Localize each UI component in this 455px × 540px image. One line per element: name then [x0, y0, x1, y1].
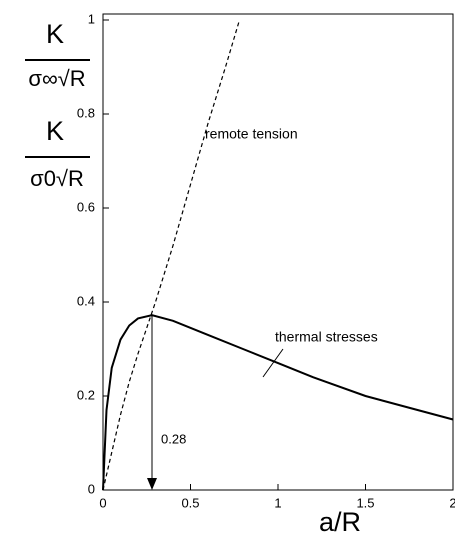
- y-tick-label: 0.2: [77, 387, 95, 402]
- series-line: [102, 314, 454, 491]
- x-tick-label: 0: [99, 495, 106, 510]
- y-label-denominator: σ∞√R: [28, 66, 85, 91]
- x-axis-label: a/R: [319, 507, 361, 537]
- x-tick-label: 0.5: [181, 495, 199, 510]
- leader-line: [262, 348, 284, 378]
- y-label-numerator: K: [46, 116, 64, 146]
- y-label-denominator: σ0√R: [30, 166, 84, 191]
- x-tick-label: 2: [449, 495, 455, 510]
- plot-frame: [102, 13, 454, 491]
- y-tick-label: 0: [88, 481, 95, 496]
- y-label-numerator: K: [46, 19, 64, 49]
- y-tick-label: 0.4: [77, 293, 95, 308]
- annotation-label: 0.28: [161, 431, 186, 446]
- y-tick-label: 0.8: [77, 105, 95, 120]
- arrow-head: [147, 478, 157, 490]
- series-label: remote tension: [205, 126, 298, 142]
- series-label: thermal stresses: [275, 329, 378, 345]
- x-tick-label: 1.5: [356, 495, 374, 510]
- x-tick-label: 1: [274, 495, 281, 510]
- y-tick-label: 0.6: [77, 199, 95, 214]
- y-tick-label: 1: [88, 11, 95, 26]
- series-line: [102, 19, 241, 491]
